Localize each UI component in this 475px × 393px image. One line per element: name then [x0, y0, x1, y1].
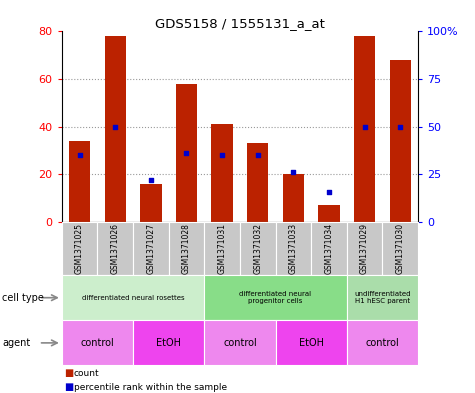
Bar [133, 222, 169, 275]
Bar [347, 275, 418, 320]
Point [182, 150, 190, 156]
Text: count: count [74, 369, 99, 378]
Bar [204, 222, 240, 275]
Text: GSM1371029: GSM1371029 [360, 223, 369, 274]
Bar [283, 174, 304, 222]
Text: EtOH: EtOH [299, 338, 323, 348]
Bar [169, 222, 204, 275]
Text: cell type: cell type [2, 293, 44, 303]
Bar [204, 275, 347, 320]
Bar [69, 141, 90, 222]
Text: agent: agent [2, 338, 30, 348]
Point [111, 123, 119, 130]
Text: GSM1371028: GSM1371028 [182, 223, 191, 274]
Bar [97, 222, 133, 275]
Text: percentile rank within the sample: percentile rank within the sample [74, 383, 227, 391]
Bar [276, 320, 347, 365]
Bar [318, 206, 340, 222]
Point [76, 152, 84, 158]
Text: GSM1371027: GSM1371027 [146, 223, 155, 274]
Bar [347, 222, 382, 275]
Bar [240, 222, 276, 275]
Text: control: control [223, 338, 257, 348]
Bar [204, 320, 276, 365]
Title: GDS5158 / 1555131_a_at: GDS5158 / 1555131_a_at [155, 17, 325, 30]
Bar [176, 84, 197, 222]
Text: GSM1371025: GSM1371025 [75, 223, 84, 274]
Bar [347, 320, 418, 365]
Bar [390, 60, 411, 222]
Point [254, 152, 261, 158]
Bar [311, 222, 347, 275]
Bar [133, 320, 204, 365]
Bar [382, 222, 418, 275]
Point [289, 169, 297, 176]
Bar [140, 184, 162, 222]
Text: control: control [80, 338, 114, 348]
Point [325, 188, 332, 195]
Point [361, 123, 369, 130]
Text: GSM1371030: GSM1371030 [396, 223, 405, 274]
Point [147, 177, 155, 183]
Bar [276, 222, 311, 275]
Text: ■: ■ [64, 368, 73, 378]
Text: GSM1371026: GSM1371026 [111, 223, 120, 274]
Text: differentiated neural
progenitor cells: differentiated neural progenitor cells [239, 291, 312, 304]
Text: GSM1371034: GSM1371034 [324, 223, 333, 274]
Bar [211, 124, 233, 222]
Bar [104, 36, 126, 222]
Point [396, 123, 404, 130]
Bar [62, 275, 204, 320]
Text: GSM1371033: GSM1371033 [289, 223, 298, 274]
Text: control: control [365, 338, 399, 348]
Text: GSM1371031: GSM1371031 [218, 223, 227, 274]
Text: GSM1371032: GSM1371032 [253, 223, 262, 274]
Bar [62, 320, 133, 365]
Text: undifferentiated
H1 hESC parent: undifferentiated H1 hESC parent [354, 291, 410, 304]
Bar [354, 36, 375, 222]
Text: differentiated neural rosettes: differentiated neural rosettes [82, 295, 184, 301]
Bar [62, 222, 97, 275]
Bar [247, 143, 268, 222]
Point [218, 152, 226, 158]
Text: EtOH: EtOH [156, 338, 181, 348]
Text: ■: ■ [64, 382, 73, 392]
